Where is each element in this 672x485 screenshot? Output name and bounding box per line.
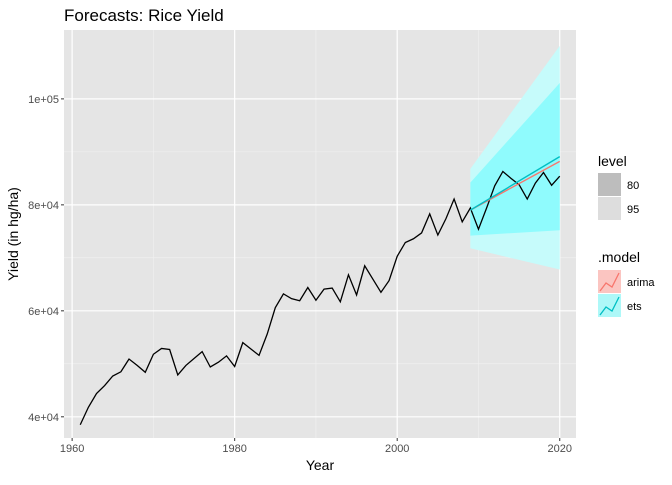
legend-label-ets: ets: [627, 301, 642, 313]
x-tick-label: 1980: [222, 443, 246, 455]
x-tick-label: 2020: [548, 443, 572, 455]
x-tick-label: 1960: [60, 443, 84, 455]
legend-label-arima: arima: [627, 277, 655, 289]
legend-swatch-80: [598, 173, 621, 196]
legend-label-95: 95: [627, 204, 639, 216]
y-axis: 4e+04 6e+04 8e+04 1e+05: [28, 94, 64, 424]
legend-level: level 80 95: [598, 153, 639, 220]
legend-swatch-95: [598, 197, 621, 220]
x-axis: 1960 1980 2000 2020: [60, 438, 572, 455]
y-tick-label: 6e+04: [28, 306, 59, 318]
series-line-observed: [79, 170, 561, 426]
legend-model-title: .model: [598, 249, 640, 265]
legend-line-arima-icon: [599, 272, 620, 292]
data-lines: [79, 156, 561, 426]
y-axis-label: Yield (in hg/ha): [5, 187, 21, 281]
legend-model: .model arima ets: [598, 249, 655, 317]
legend-swatch-arima: [598, 270, 621, 293]
legend-label-80: 80: [627, 180, 639, 192]
legend-swatch-ets: [598, 294, 621, 317]
y-tick-label: 4e+04: [28, 412, 59, 424]
legend-level-title: level: [598, 153, 627, 169]
x-tick-label: 2000: [385, 443, 409, 455]
y-tick-label: 1e+05: [28, 94, 59, 106]
y-tick-label: 8e+04: [28, 200, 59, 212]
x-axis-label: Year: [306, 457, 335, 473]
series-line-ets: [469, 156, 561, 211]
chart-title: Forecasts: Rice Yield: [64, 6, 224, 25]
legend-line-ets-icon: [599, 296, 620, 316]
